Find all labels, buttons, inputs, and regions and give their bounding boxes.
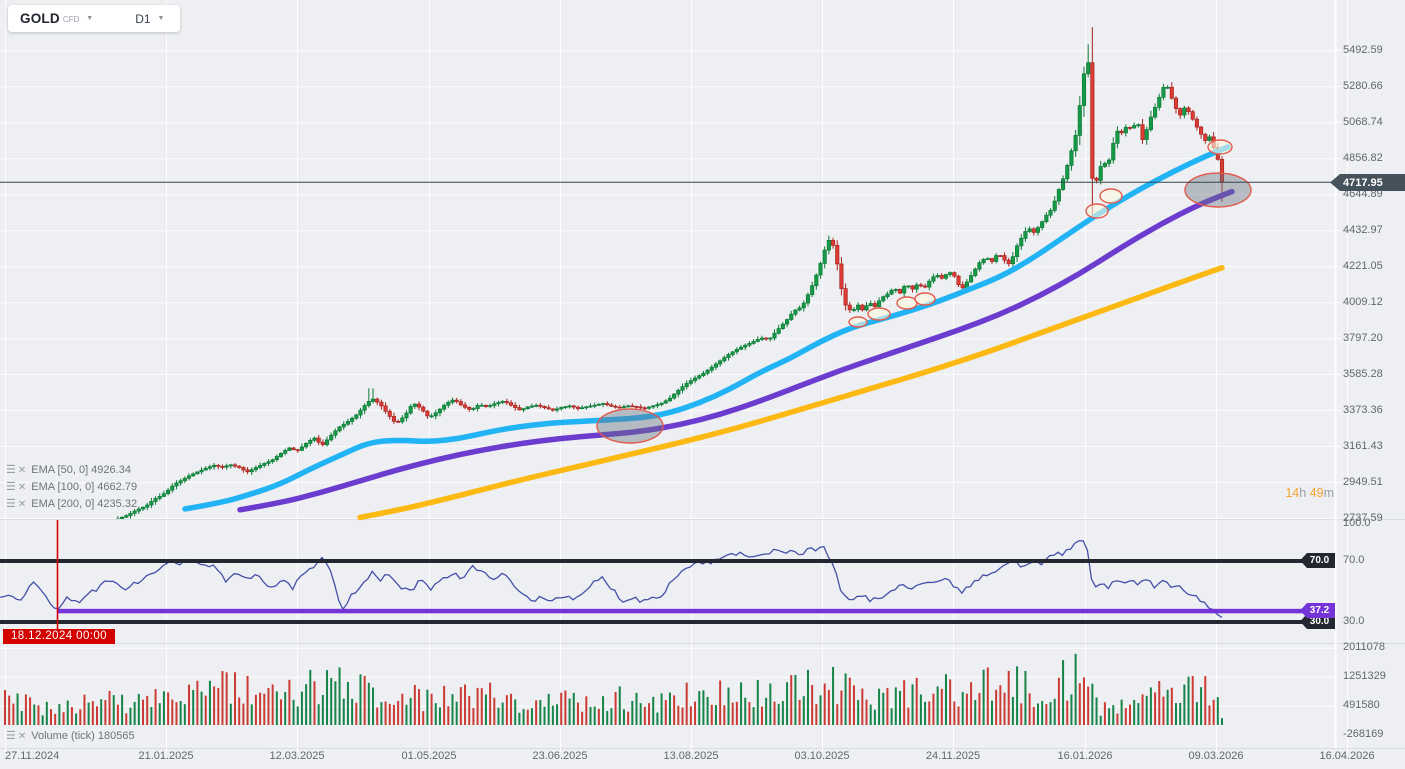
- ema200-legend: ☰ ✕ EMA [200, 0] 4235.32: [6, 497, 137, 511]
- last-price-tag: 4717.95: [1330, 174, 1405, 191]
- price-axis-label: 4856.82: [1343, 151, 1383, 164]
- price-axis-label: 3585.28: [1343, 367, 1383, 380]
- rsi-upper-level-value: 70.0: [1309, 555, 1330, 566]
- price-axis-label: 3373.36: [1343, 403, 1383, 416]
- ema50-line: [182, 144, 1231, 512]
- time-axis-label: 24.11.2025: [925, 750, 981, 762]
- price-axis-label: 4009.12: [1343, 295, 1383, 308]
- volume-legend: ☰ ✕ Volume (tick) 180565: [6, 729, 135, 743]
- candle-countdown: 14h 49m: [1258, 486, 1334, 500]
- rsi-marked-level-line: [57, 608, 1335, 614]
- price-axis-label: 3797.20: [1343, 331, 1383, 344]
- timeframe-label: D1: [135, 11, 151, 26]
- indicator-axis-label: 30.0: [1343, 615, 1365, 627]
- volume-bars: [4, 653, 1223, 725]
- volume-label: Volume (tick) 180565: [31, 730, 135, 742]
- chevron-down-icon: ▼: [157, 15, 165, 22]
- ema200-line: [357, 264, 1225, 521]
- countdown-hours: 14: [1285, 486, 1300, 500]
- ema100-label: EMA [100, 0] 4662.79: [31, 481, 138, 493]
- countdown-minutes: 49: [1309, 486, 1324, 500]
- price-axis-label: 5068.74: [1343, 115, 1383, 128]
- ema100-line: [237, 188, 1235, 513]
- indicator-remove-icon[interactable]: ✕: [17, 464, 27, 476]
- indicator-axis-label: 70.0: [1343, 554, 1365, 566]
- indicator-axis-label: 100.0: [1343, 517, 1371, 529]
- annotation-ellipses: [596, 139, 1252, 444]
- rsi-line: [0, 540, 1223, 618]
- rsi-panel: [0, 520, 1335, 629]
- countdown-minutes-unit: m: [1323, 486, 1334, 500]
- candlesticks: [115, 27, 1225, 519]
- ema50-label: EMA [50, 0] 4926.34: [31, 464, 131, 476]
- price-axis-label: 5280.66: [1343, 79, 1383, 92]
- volume-axis-label: 2011078: [1343, 641, 1386, 654]
- ema100-legend: ☰ ✕ EMA [100, 0] 4662.79: [6, 480, 137, 494]
- symbol-toolbar: GOLD CFD ▼ D1 ▼: [8, 5, 181, 32]
- indicator-remove-icon[interactable]: ✕: [17, 498, 27, 510]
- ema200-label: EMA [200, 0] 4235.32: [31, 498, 138, 510]
- time-axis-label: 23.06.2025: [532, 750, 588, 762]
- time-axis-label: 09.03.2026: [1188, 750, 1244, 762]
- time-axis-label: 27.11.2024: [5, 750, 60, 762]
- price-axis-label: 2949.51: [1343, 475, 1383, 488]
- price-axis-label: 4221.05: [1343, 259, 1383, 272]
- time-axis-label: 03.10.2025: [794, 750, 850, 762]
- rsi-marked-level-tag: 37.2: [1300, 603, 1335, 618]
- indicator-settings-icon[interactable]: ☰: [6, 463, 16, 476]
- horizontal-gridlines: [0, 50, 1335, 707]
- rsi-lower-level-value: 30.0: [1309, 616, 1330, 627]
- last-price-value: 4717.95: [1343, 176, 1383, 189]
- indicator-remove-icon[interactable]: ✕: [17, 481, 27, 493]
- time-axis-label: 16.04.2026: [1319, 750, 1375, 762]
- price-axis-label: 5492.59: [1343, 43, 1383, 56]
- time-axis-label: 12.03.2025: [269, 750, 325, 762]
- volume-axis-label: 491580: [1343, 699, 1380, 712]
- chevron-down-icon: ▼: [86, 15, 94, 22]
- indicator-remove-icon[interactable]: ✕: [17, 730, 27, 742]
- time-axis-label: 13.08.2025: [663, 750, 719, 762]
- indicator-settings-icon[interactable]: ☰: [6, 497, 16, 510]
- symbol-name: GOLD: [20, 11, 60, 26]
- rsi-upper-level-tag: 70.0: [1300, 553, 1335, 568]
- price-axis-label: 3161.43: [1343, 439, 1383, 452]
- rsi-upper-level-line: [0, 559, 1335, 563]
- symbol-selector[interactable]: GOLD CFD ▼: [20, 11, 93, 26]
- volume-axis-label: -268169: [1343, 728, 1384, 741]
- indicator-settings-icon[interactable]: ☰: [6, 480, 16, 493]
- symbol-type-badge: CFD: [62, 15, 80, 24]
- price-axis-label: 2737.59: [1343, 511, 1383, 524]
- time-axis-label: 01.05.2025: [401, 750, 457, 762]
- ema50-legend: ☰ ✕ EMA [50, 0] 4926.34: [6, 463, 131, 477]
- price-axis-label: 4432.97: [1343, 223, 1383, 236]
- rsi-marked-level-value: 37.2: [1309, 605, 1330, 616]
- volume-axis-label: 1251329: [1343, 670, 1386, 683]
- vertical-gridlines: [5, 0, 1348, 748]
- time-axis-label: 21.01.2025: [138, 750, 194, 762]
- event-date-label: 18.12.2024 00:00: [3, 629, 115, 644]
- time-axis-label: 16.01.2026: [1057, 750, 1113, 762]
- rsi-lower-level-line: [0, 620, 1335, 624]
- indicator-settings-icon[interactable]: ☰: [6, 729, 16, 742]
- timeframe-selector[interactable]: D1 ▼: [135, 12, 168, 26]
- countdown-hours-unit: h: [1299, 486, 1310, 500]
